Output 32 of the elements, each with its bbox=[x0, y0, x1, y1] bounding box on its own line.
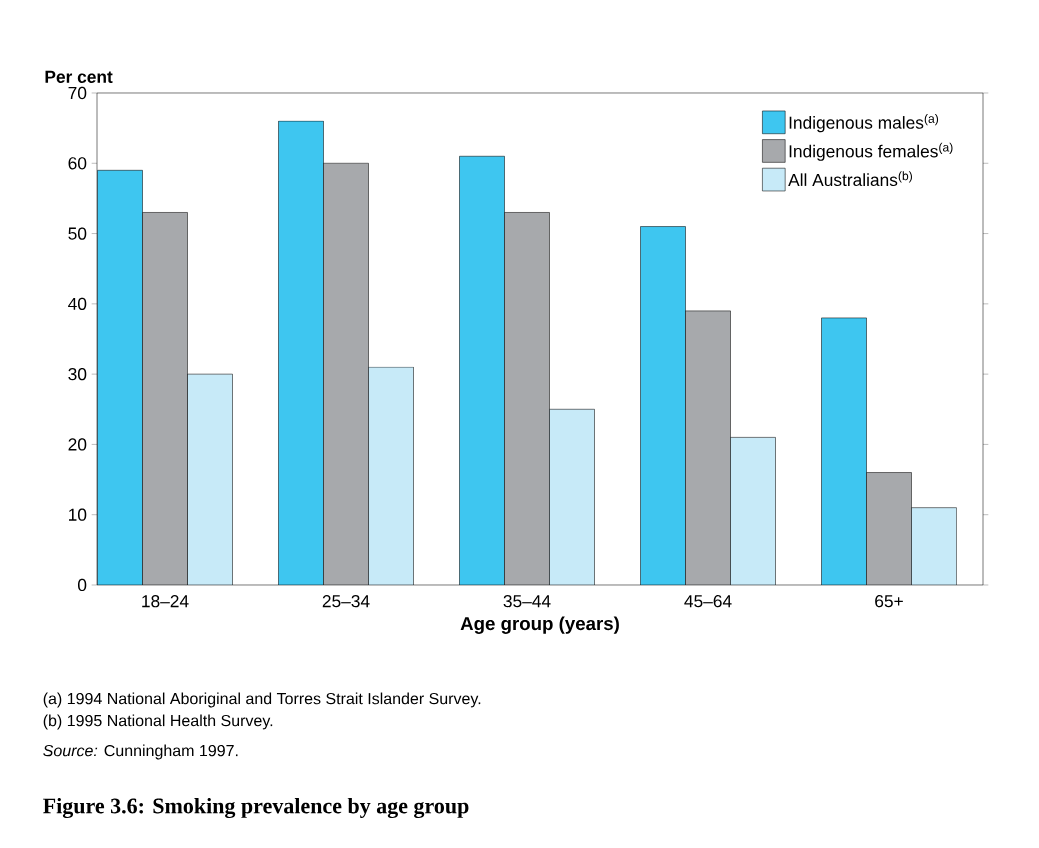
bar bbox=[504, 212, 550, 585]
y-tick-label: 20 bbox=[68, 438, 87, 451]
text: (a) 1994 National Aboriginal and Torres Strait Islander Survey. bbox=[43, 692, 481, 708]
text: Figure 3.6: Smoking prevalence by age group bbox=[43, 797, 469, 819]
bar bbox=[685, 310, 731, 585]
x-axis-title: Age group (years) bbox=[460, 616, 619, 634]
x-tick-label: 65+ bbox=[875, 595, 903, 608]
y-tick-label: 70 bbox=[68, 86, 87, 100]
x-tick-label: 18–24 bbox=[142, 595, 189, 608]
bar bbox=[187, 373, 233, 585]
bar bbox=[323, 163, 369, 585]
y-tick-label: 0 bbox=[77, 578, 87, 592]
y-axis-title: Per cent bbox=[45, 70, 113, 83]
x-tick-label: 35–44 bbox=[503, 595, 551, 608]
bar bbox=[142, 212, 188, 585]
x-tick-label: 45–64 bbox=[684, 595, 732, 608]
y-tick-label: 30 bbox=[68, 367, 87, 381]
bar bbox=[866, 472, 912, 585]
y-tick-label: 40 bbox=[68, 297, 87, 310]
legend-label: Indigenous females$^{(a)}$ bbox=[789, 142, 953, 161]
bar bbox=[549, 409, 595, 585]
y-tick-label: 50 bbox=[68, 227, 87, 240]
legend-label: Indigenous males$^{(a)}$ bbox=[789, 114, 939, 133]
x-tick-label: 25–34 bbox=[322, 595, 370, 608]
legend-label: All Australians$^{(b)}$ bbox=[788, 171, 912, 187]
bar bbox=[911, 507, 957, 585]
text: (b) 1995 National Health Survey. bbox=[43, 714, 273, 730]
text: Source: Cunningham 1997. bbox=[43, 744, 238, 760]
y-tick-label: 60 bbox=[68, 157, 87, 170]
bar bbox=[730, 437, 776, 585]
y-tick-label: 10 bbox=[69, 508, 87, 521]
bar bbox=[368, 366, 414, 585]
